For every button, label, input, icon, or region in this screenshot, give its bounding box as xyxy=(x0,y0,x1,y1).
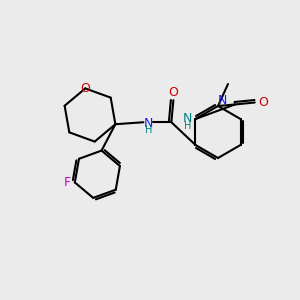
Text: N: N xyxy=(183,112,192,124)
Text: F: F xyxy=(63,176,70,189)
Text: H: H xyxy=(145,125,152,135)
Text: N: N xyxy=(217,94,227,106)
Text: O: O xyxy=(80,82,90,95)
Text: O: O xyxy=(258,96,268,109)
Text: H: H xyxy=(184,121,191,131)
Text: O: O xyxy=(168,86,178,99)
Text: N: N xyxy=(144,117,153,130)
